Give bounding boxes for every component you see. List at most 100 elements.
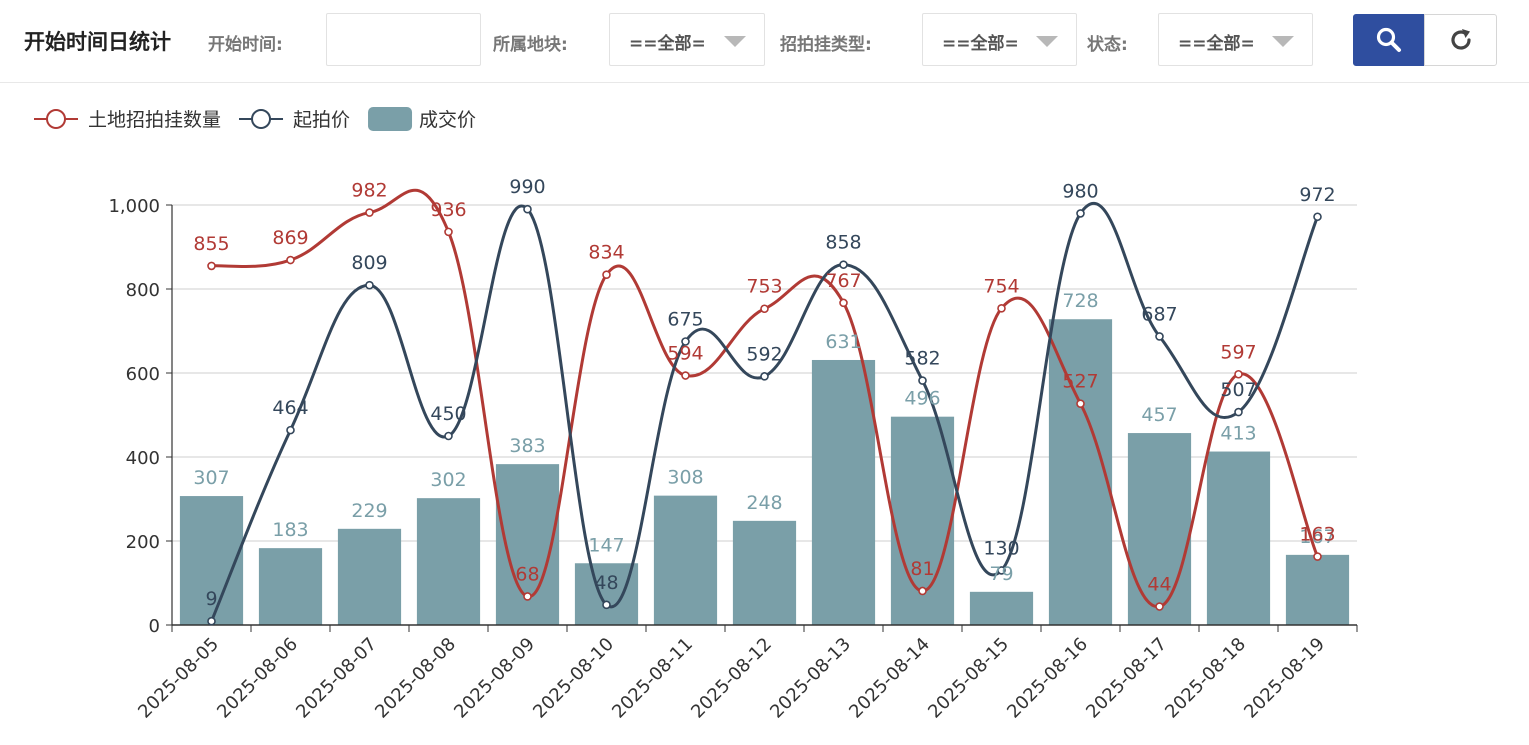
x-tick-label: 2025-08-19 xyxy=(1240,634,1329,723)
bar-value-label: 383 xyxy=(509,435,545,457)
search-icon xyxy=(1376,27,1401,52)
point-1-2025-08-09 xyxy=(523,204,532,214)
y-tick-label: 400 xyxy=(126,448,160,469)
line-value-label: 450 xyxy=(430,403,466,425)
legend-label: 起拍价 xyxy=(293,109,350,131)
line-value-label: 592 xyxy=(746,343,782,365)
point-1-2025-08-14 xyxy=(918,376,927,385)
bar-value-label: 496 xyxy=(904,388,940,410)
y-tick-label: 800 xyxy=(126,280,160,301)
point-1-2025-08-11 xyxy=(681,337,690,346)
bar-2025-08-13 xyxy=(811,359,876,625)
line-value-label: 936 xyxy=(430,199,466,221)
x-tick-label: 2025-08-06 xyxy=(213,634,302,723)
search-button[interactable] xyxy=(1353,14,1425,66)
point-0-2025-08-13 xyxy=(839,298,848,308)
line-value-label: 507 xyxy=(1220,379,1256,401)
type-select[interactable]: ==全部== xyxy=(922,13,1077,66)
point-1-2025-08-12 xyxy=(760,372,769,381)
legend-marker xyxy=(368,107,413,131)
x-tick-label: 2025-08-08 xyxy=(371,634,460,723)
x-tick-label: 2025-08-11 xyxy=(608,634,697,723)
bar-value-label: 79 xyxy=(989,563,1013,585)
point-0-2025-08-18 xyxy=(1234,369,1243,379)
chevron-down-icon xyxy=(724,36,746,47)
x-tick-label: 2025-08-14 xyxy=(845,634,934,723)
status-label: 状态: xyxy=(1087,35,1128,55)
chevron-down-icon xyxy=(1272,36,1294,47)
point-1-2025-08-10 xyxy=(602,600,611,610)
point-0-2025-08-11 xyxy=(681,371,690,380)
line-value-label: 9 xyxy=(205,588,217,610)
bar-2025-08-07 xyxy=(337,528,402,625)
land-auction-daily-chart: 02004006008001,0002025-08-052025-08-0620… xyxy=(34,107,1358,723)
x-tick-label: 2025-08-12 xyxy=(687,634,776,723)
start-time-label: 开始时间: xyxy=(208,35,283,55)
refresh-button[interactable] xyxy=(1424,14,1497,66)
x-tick-label: 2025-08-17 xyxy=(1082,634,1171,723)
point-0-2025-08-14 xyxy=(918,586,927,596)
bar-2025-08-16 xyxy=(1048,319,1113,625)
line-value-label: 81 xyxy=(910,558,934,580)
line-value-label: 130 xyxy=(983,537,1019,559)
x-tick-label: 2025-08-18 xyxy=(1161,634,1250,723)
block-select[interactable]: ==全部== xyxy=(609,13,765,66)
point-1-2025-08-17 xyxy=(1155,332,1164,341)
bar-value-label: 302 xyxy=(430,469,466,491)
legend-item-1: 起拍价 xyxy=(239,109,350,131)
bar-2025-08-19 xyxy=(1285,554,1350,625)
bar-value-label: 147 xyxy=(588,534,624,556)
point-0-2025-08-05 xyxy=(207,261,216,271)
point-1-2025-08-13 xyxy=(839,260,848,269)
line-value-label: 754 xyxy=(983,275,1019,297)
line-value-label: 972 xyxy=(1299,184,1335,206)
bar-2025-08-12 xyxy=(732,520,797,625)
x-tick-label: 2025-08-07 xyxy=(292,634,381,723)
x-tick-label: 2025-08-15 xyxy=(924,634,1013,723)
y-tick-label: 600 xyxy=(126,364,160,385)
bar-value-label: 413 xyxy=(1220,423,1256,445)
point-1-2025-08-16 xyxy=(1076,209,1085,218)
start-time-input[interactable] xyxy=(326,13,481,66)
block-select-value: ==全部== xyxy=(629,34,705,54)
point-0-2025-08-10 xyxy=(602,270,611,280)
line-value-label: 855 xyxy=(193,233,229,255)
line-value-label: 834 xyxy=(588,242,624,264)
point-0-2025-08-07 xyxy=(365,208,374,217)
x-tick-label: 2025-08-05 xyxy=(134,634,223,723)
bar-value-label: 229 xyxy=(351,500,387,522)
x-tick-label: 2025-08-16 xyxy=(1003,634,1092,723)
y-tick-label: 200 xyxy=(126,532,160,553)
bar-value-label: 457 xyxy=(1141,404,1177,426)
bar-value-label: 167 xyxy=(1299,526,1335,548)
bar-value-label: 631 xyxy=(825,331,861,353)
point-0-2025-08-06 xyxy=(286,255,295,265)
bar-value-label: 728 xyxy=(1062,290,1098,312)
bar-value-label: 307 xyxy=(193,467,229,489)
line-value-label: 809 xyxy=(351,252,387,274)
bar-2025-08-10 xyxy=(574,563,639,625)
status-select[interactable]: ==全部== xyxy=(1158,13,1313,66)
refresh-icon xyxy=(1450,29,1471,50)
x-tick-label: 2025-08-09 xyxy=(450,634,539,723)
line-value-label: 68 xyxy=(515,563,539,585)
bar-2025-08-17 xyxy=(1127,433,1192,625)
y-tick-label: 1,000 xyxy=(108,196,160,217)
line-value-label: 464 xyxy=(272,397,308,419)
line-value-label: 990 xyxy=(509,176,545,198)
chevron-down-icon xyxy=(1036,36,1058,47)
line-value-label: 675 xyxy=(667,309,703,331)
line-value-label: 44 xyxy=(1147,574,1171,596)
bar-value-label: 183 xyxy=(272,519,308,541)
point-0-2025-08-15 xyxy=(997,304,1006,313)
legend-item-2: 成交价 xyxy=(368,107,476,131)
line-value-label: 582 xyxy=(904,348,940,370)
legend-label: 成交价 xyxy=(419,109,476,131)
line-value-label: 527 xyxy=(1062,371,1098,393)
y-tick-label: 0 xyxy=(149,616,160,637)
point-1-2025-08-07 xyxy=(365,280,374,290)
point-1-2025-08-19 xyxy=(1313,212,1322,222)
legend-marker xyxy=(46,109,66,129)
point-1-2025-08-06 xyxy=(286,425,295,435)
bar-value-label: 308 xyxy=(667,467,703,489)
